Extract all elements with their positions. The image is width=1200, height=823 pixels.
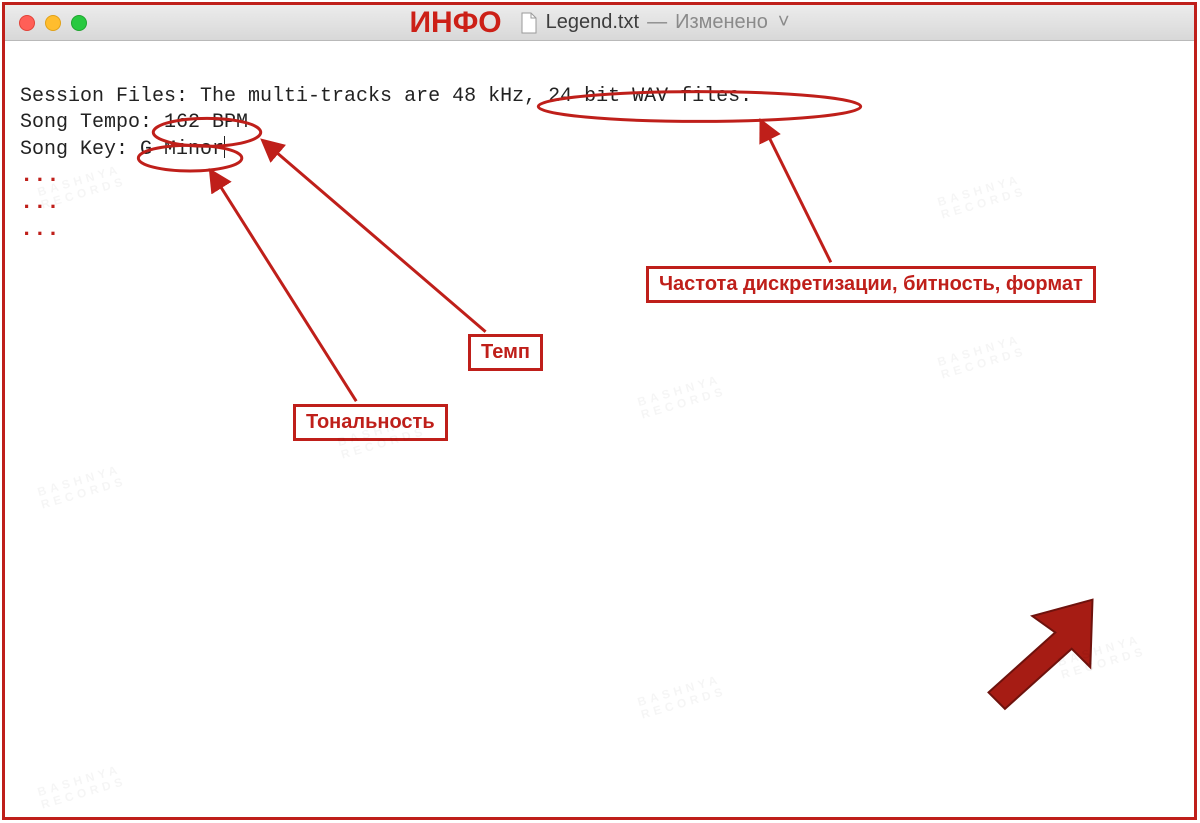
title-status: Изменено <box>675 11 768 34</box>
traffic-lights <box>19 15 87 31</box>
line1-prefix: Session Files: The multi-tracks are <box>20 85 452 108</box>
line3-highlight: G Minor <box>140 138 224 161</box>
line2-prefix: Song Tempo: <box>20 111 164 134</box>
annotated-frame: ИНФО Legend.txt — Изменено ˅ Session Fil… <box>2 2 1197 820</box>
window-titlebar: ИНФО Legend.txt — Изменено ˅ <box>5 5 1194 41</box>
chevron-down-icon[interactable]: ˅ <box>778 11 790 34</box>
title-dash: — <box>647 11 667 34</box>
zoom-icon[interactable] <box>71 15 87 31</box>
line3-prefix: Song Key: <box>20 138 140 161</box>
annotation-label-tempo: Темп <box>468 334 543 371</box>
title-filename: Legend.txt <box>546 11 639 34</box>
minimize-icon[interactable] <box>45 15 61 31</box>
text-cursor <box>224 136 225 158</box>
line2-highlight: 162 BPM <box>164 111 248 134</box>
info-badge: ИНФО <box>409 6 501 40</box>
annotation-label-format: Частота дискретизации, битность, формат <box>646 266 1096 303</box>
editor-area[interactable]: Session Files: The multi-tracks are 48 k… <box>8 44 1191 814</box>
line1-highlight: 48 kHz, 24 bit WAV files. <box>452 85 752 108</box>
document-icon <box>520 12 538 34</box>
dots-3: ... <box>20 217 60 242</box>
close-icon[interactable] <box>19 15 35 31</box>
text-editor[interactable]: Session Files: The multi-tracks are 48 k… <box>8 44 1191 284</box>
title-center: ИНФО Legend.txt — Изменено ˅ <box>5 5 1194 40</box>
